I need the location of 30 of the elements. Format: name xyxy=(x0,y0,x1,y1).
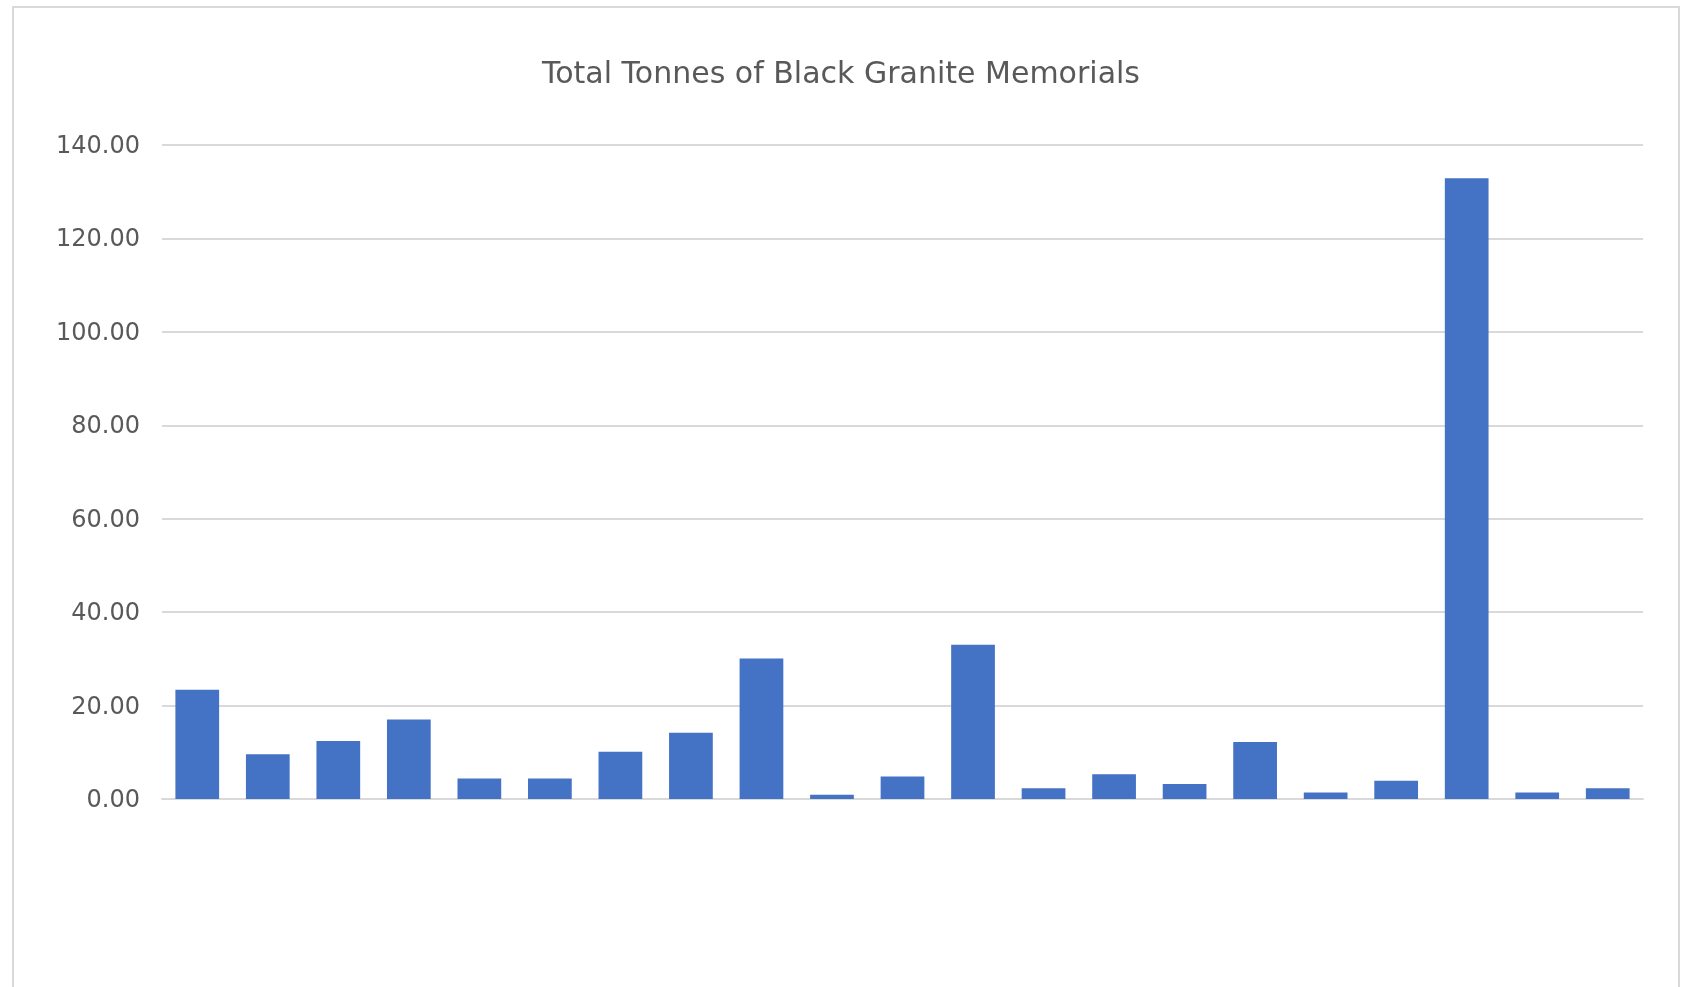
bar xyxy=(528,778,572,799)
bar xyxy=(175,689,220,799)
bar xyxy=(669,732,713,799)
bar xyxy=(1303,792,1348,799)
bar xyxy=(1585,788,1630,799)
bar xyxy=(1444,178,1489,799)
y-tick-label: 80.00 xyxy=(71,411,140,440)
bar xyxy=(316,741,361,799)
bar xyxy=(810,794,854,799)
bar xyxy=(1233,742,1277,799)
bar xyxy=(880,776,925,799)
bar xyxy=(386,719,431,799)
y-tick-label: 20.00 xyxy=(71,691,140,720)
bar xyxy=(951,644,995,799)
bar xyxy=(1092,774,1136,799)
y-tick-label: 120.00 xyxy=(56,224,140,253)
bar xyxy=(739,658,784,799)
chart-title: Total Tonnes of Black Granite Memorials xyxy=(541,54,1140,90)
bar xyxy=(598,751,643,799)
bar xyxy=(1021,788,1066,799)
y-tick-label: 140.00 xyxy=(56,131,140,159)
y-tick-label: 0.00 xyxy=(86,785,140,813)
bar xyxy=(245,754,290,799)
y-tick-label: 40.00 xyxy=(71,598,140,627)
bar xyxy=(1515,792,1560,799)
y-tick-label: 60.00 xyxy=(71,504,140,533)
y-tick-label: 100.00 xyxy=(56,317,140,346)
bar xyxy=(1162,784,1207,799)
bar xyxy=(457,778,502,799)
bar xyxy=(1374,780,1419,799)
